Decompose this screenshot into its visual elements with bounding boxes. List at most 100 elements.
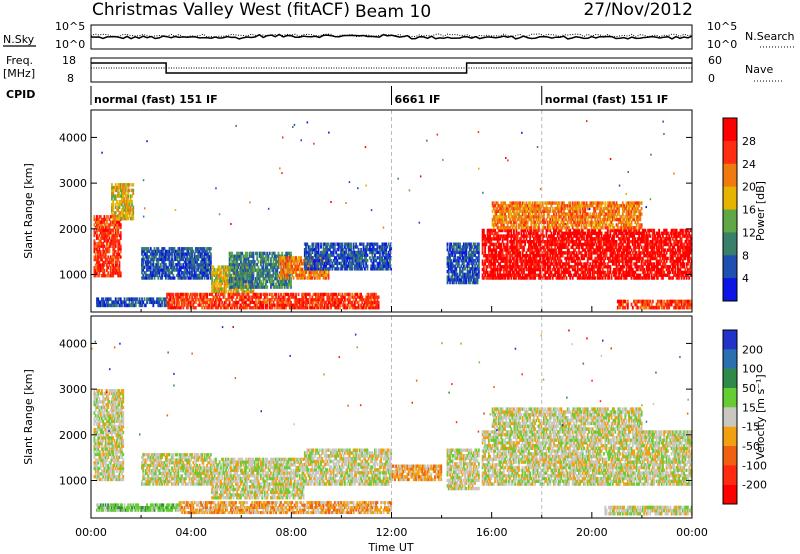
heatmap-cell [285, 251, 287, 256]
heatmap-cell [487, 276, 490, 280]
heatmap-cell [152, 255, 155, 259]
heatmap-cell [529, 256, 532, 261]
heatmap-cell [550, 237, 553, 241]
heatmap-cell [237, 274, 240, 278]
heatmap-cell [374, 292, 376, 297]
heatmap-cell [358, 264, 361, 268]
heatmap-cell [487, 262, 490, 266]
heatmap-cell [240, 295, 242, 299]
heatmap-cell [555, 248, 558, 252]
heatmap-cell [266, 254, 269, 258]
heatmap-cell [184, 295, 187, 299]
heatmap-cell [245, 270, 247, 275]
heatmap-cell [561, 265, 564, 269]
heatmap-cell [193, 271, 196, 275]
heatmap-cell [177, 268, 180, 272]
heatmap-cell [578, 240, 580, 244]
heatmap-cell [265, 303, 267, 307]
heatmap-cell [549, 273, 552, 277]
heatmap-cell [187, 306, 190, 310]
heatmap-cell [540, 245, 543, 249]
heatmap-cell [247, 260, 250, 264]
heatmap-cell [563, 262, 565, 266]
heatmap-cell [311, 295, 314, 299]
heatmap-cell [298, 273, 301, 277]
heatmap-cell [353, 267, 356, 271]
heatmap-cell [455, 245, 458, 249]
heatmap-cell [494, 251, 497, 255]
heatmap-cell [353, 264, 356, 268]
heatmap-cell [282, 256, 285, 260]
heatmap-cell [531, 256, 534, 261]
heatmap-cell [237, 279, 240, 283]
heatmap-cell [232, 254, 235, 258]
heatmap-cell [106, 220, 108, 224]
heatmap-cell [197, 276, 200, 280]
heatmap-cell [233, 271, 236, 275]
heatmap-cell [288, 264, 291, 269]
heatmap-cell [287, 279, 290, 284]
heatmap-cell [472, 248, 475, 252]
heatmap-cell [189, 276, 192, 280]
heatmap-cell [114, 241, 117, 246]
heatmap-cell [589, 267, 592, 272]
heatmap-cell [474, 242, 476, 246]
heatmap-cell [276, 277, 279, 281]
heatmap-cell [118, 274, 121, 278]
heatmap-cell [168, 255, 171, 259]
heatmap-cell [255, 300, 257, 305]
heatmap-cell [515, 231, 518, 235]
heatmap-cell [112, 216, 115, 221]
heatmap-cell [123, 197, 126, 201]
heatmap-cell [559, 262, 562, 266]
heatmap-cell [203, 247, 206, 251]
heatmap-cell [212, 273, 215, 277]
heatmap-cell [446, 275, 449, 279]
heatmap-cell [277, 251, 280, 256]
heatmap-cell [283, 273, 286, 277]
heatmap-cell [206, 255, 209, 259]
heatmap-cell [260, 251, 262, 256]
heatmap-cell [207, 260, 210, 264]
heatmap-cell [232, 257, 235, 261]
heatmap-cell [516, 231, 519, 235]
heatmap-cell [347, 292, 350, 297]
heatmap-cell [446, 278, 449, 282]
heatmap-cell [559, 240, 562, 244]
heatmap-cell [117, 223, 120, 227]
heatmap-cell [275, 260, 277, 264]
heatmap-cell [529, 270, 532, 275]
heatmap-cell [347, 253, 350, 257]
heatmap-cell [352, 259, 355, 263]
heatmap-cell [187, 300, 190, 305]
heatmap-cell [268, 274, 271, 278]
heatmap-cell [452, 242, 455, 246]
heatmap-cell [245, 265, 247, 269]
heatmap-cell [119, 255, 122, 259]
heatmap-cell [307, 259, 310, 263]
heatmap-cell [286, 298, 289, 302]
heatmap-cell [501, 254, 504, 258]
heatmap-cell [271, 251, 274, 256]
heatmap-cell [454, 259, 456, 263]
heatmap-cell [142, 265, 145, 270]
heatmap-cell [351, 303, 354, 307]
heatmap-cell [321, 300, 324, 305]
heatmap-cell [280, 256, 282, 260]
heatmap-cell [124, 200, 127, 204]
heatmap-cell [167, 300, 170, 305]
heatmap-cell [97, 223, 100, 227]
heatmap-cell [494, 276, 497, 280]
heatmap-cell [230, 279, 232, 283]
heatmap-cell [107, 260, 110, 264]
heatmap-cell [248, 268, 251, 272]
heatmap-cell [536, 273, 539, 277]
heatmap-cell [164, 303, 167, 308]
heatmap-cell [166, 265, 168, 270]
heatmap-cell [565, 256, 568, 261]
heatmap-cell [169, 265, 172, 270]
heatmap-cell [509, 262, 512, 266]
heatmap-cell [207, 276, 210, 280]
heatmap-cell [149, 247, 152, 251]
heatmap-cell [341, 248, 344, 252]
